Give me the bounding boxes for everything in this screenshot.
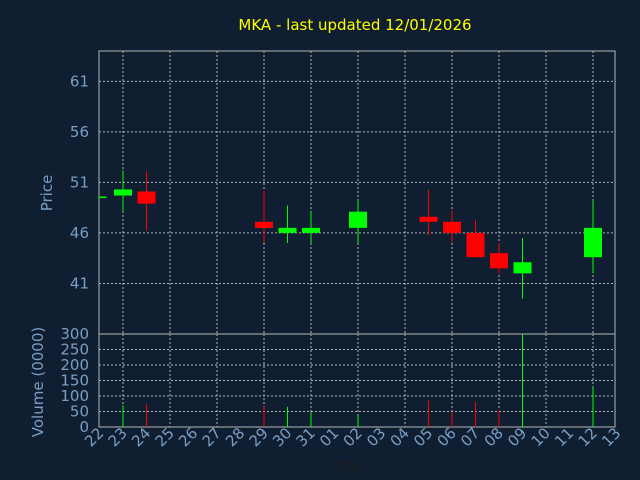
price-axis-label: Price (38, 175, 56, 212)
price-tick-label: 46 (70, 224, 89, 242)
candle-body-down (419, 216, 438, 222)
volume-tick-label: 150 (60, 372, 89, 390)
day-tick-label: 31 (293, 424, 319, 450)
day-tick-label: 24 (128, 424, 154, 450)
day-tick-label: 01 (316, 424, 342, 450)
volume-tick-label: 0 (79, 418, 89, 436)
day-tick-label: 02 (340, 424, 366, 450)
candles (98, 170, 602, 299)
x-axis-label: Day (334, 459, 362, 475)
day-tick-label: 11 (551, 424, 577, 450)
day-tick-label: 27 (199, 424, 225, 450)
day-tick-label: 12 (575, 424, 601, 450)
candle-body-up (114, 189, 132, 196)
volume-grid (99, 333, 615, 428)
candle-body-down (490, 253, 508, 269)
candle-body-up (584, 227, 602, 258)
candle-body-up (349, 211, 367, 228)
candle-body-up (278, 227, 297, 233)
volume-tick-label: 100 (60, 387, 89, 405)
price-axis-ticks: 41 46 51 56 61 (70, 72, 89, 292)
candle-body-up (302, 227, 320, 233)
price-tick-label: 56 (70, 123, 89, 141)
price-panel: 41 46 51 56 61 Price (38, 50, 616, 335)
volume-tick-label: 300 (60, 325, 89, 343)
candle-body-down (466, 232, 485, 258)
day-tick-label: 08 (481, 424, 507, 450)
candle-body-down (137, 191, 156, 204)
day-tick-label: 13 (598, 424, 624, 450)
volume-tick-label: 200 (60, 356, 89, 374)
candle-body-down (443, 221, 461, 233)
day-tick-label: 05 (410, 424, 436, 450)
volume-tick-label: 50 (70, 403, 89, 421)
day-tick-label: 10 (528, 424, 554, 450)
day-tick-label: 26 (175, 424, 201, 450)
day-tick-label: 23 (105, 424, 131, 450)
candle-body-down (255, 221, 273, 228)
day-tick-label: 28 (222, 424, 248, 450)
volume-bars (122, 334, 594, 427)
day-tick-label: 03 (363, 424, 389, 450)
price-panel-frame (98, 50, 616, 335)
price-tick-label: 51 (70, 173, 89, 191)
day-tick-label: 06 (434, 424, 460, 450)
volume-tick-label: 250 (60, 341, 89, 359)
day-tick-label: 25 (152, 424, 178, 450)
day-tick-label: 07 (457, 424, 483, 450)
price-tick-label: 41 (70, 274, 89, 292)
day-tick-label: 30 (269, 424, 295, 450)
x-axis-day-labels: 2223242526272829303101020304050607080910… (81, 424, 624, 450)
day-tick-label: 04 (387, 424, 413, 450)
chart-title: MKA - last updated 12/01/2026 (238, 16, 471, 34)
candle-body-up (513, 262, 532, 274)
candle-body-up (98, 196, 107, 199)
volume-axis-label: Volume (0000) (29, 327, 47, 437)
price-tick-label: 61 (70, 72, 89, 90)
day-tick-label: 09 (504, 424, 530, 450)
day-tick-label: 29 (246, 424, 272, 450)
price-grid (99, 51, 615, 334)
